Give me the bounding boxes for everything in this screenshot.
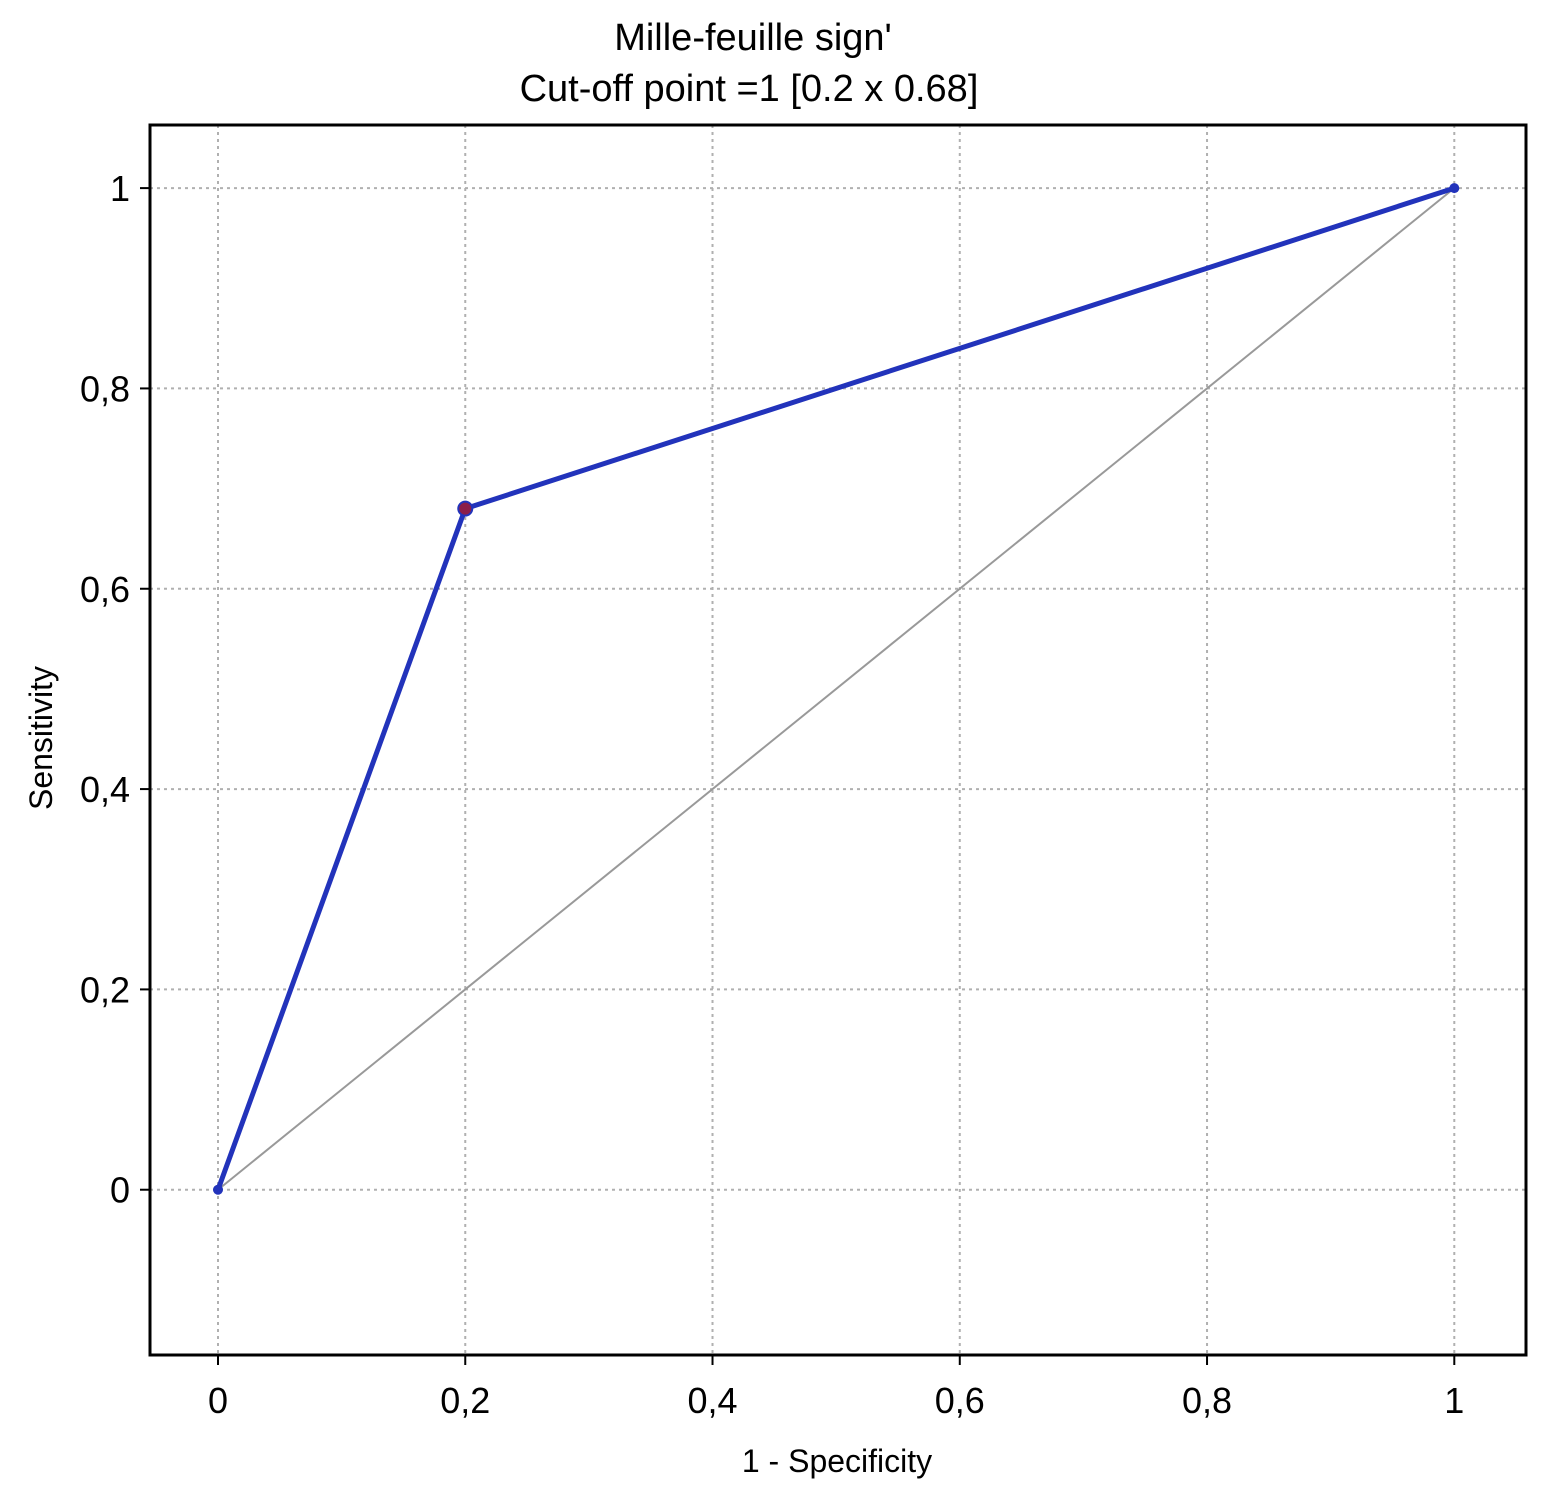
y-tick-label: 0,2: [80, 969, 130, 1010]
y-axis-label: Sensitivity: [23, 666, 59, 810]
x-tick-label: 0,2: [440, 1380, 490, 1421]
series-layer: [212, 183, 1460, 1195]
y-tick-label: 0,8: [80, 368, 130, 409]
x-tick-label: 0,4: [687, 1380, 737, 1421]
x-tick-label: 0: [208, 1380, 228, 1421]
x-axis-label: 1 - Specificity: [742, 1443, 932, 1479]
reference-diagonal-line: [217, 187, 1455, 1191]
roc-curve-point: [1449, 183, 1460, 194]
x-tick-label: 1: [1444, 1380, 1464, 1421]
x-tick-label: 0,6: [935, 1380, 985, 1421]
ticks: 0 0,2 0,4 0,6 0,8 1 0 0,2 0,4 0,6 0,8 1: [80, 168, 1464, 1421]
chart-title: Mille-feuille sign': [614, 17, 892, 59]
plot-frame: [148, 123, 1528, 1357]
y-tick-label: 1: [110, 168, 130, 209]
grid: [150, 125, 1526, 1355]
y-tick-label: 0: [110, 1170, 130, 1211]
x-tick-label: 0,8: [1182, 1380, 1232, 1421]
roc-curve-point: [212, 1184, 223, 1195]
cutoff-point-marker: [457, 500, 474, 517]
y-tick-label: 0,4: [80, 769, 130, 810]
y-tick-label: 0,6: [80, 569, 130, 610]
chart-subtitle: Cut-off point =1 [0.2 x 0.68]: [520, 68, 979, 110]
